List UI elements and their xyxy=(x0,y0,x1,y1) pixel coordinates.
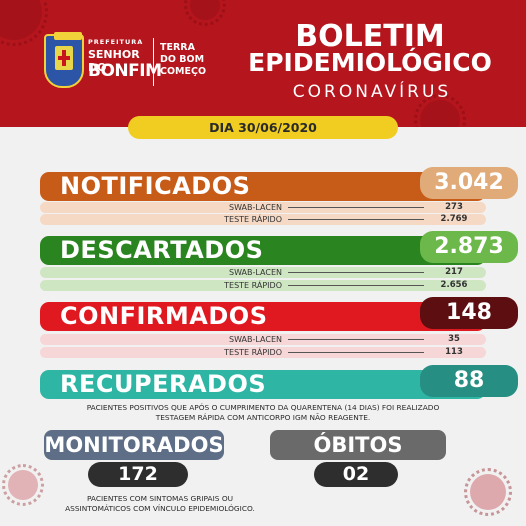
descartados-swab-row: SWAB-LACEN 217 xyxy=(40,267,486,278)
recuperados-note: PACIENTES POSITIVOS QUE APÓS O CUMPRIMEN… xyxy=(40,403,486,423)
notificados-bar: NOTIFICADOS 3.042 xyxy=(40,167,518,201)
monitorados-note-line1: PACIENTES COM SINTOMAS GRIPAIS OU xyxy=(86,494,234,503)
notificados-swab-value: 273 xyxy=(445,202,463,212)
confirmados-teste-value: 113 xyxy=(445,347,463,357)
virus-decoration xyxy=(184,0,226,26)
notificados-label: NOTIFICADOS xyxy=(60,172,251,200)
date-badge: DIA 30/06/2020 xyxy=(128,116,398,139)
notificados-value: 3.042 xyxy=(420,167,518,199)
notificados-teste-value: 2.769 xyxy=(440,214,468,224)
leader-line xyxy=(288,219,424,220)
confirmados-swab-row: SWAB-LACEN 35 xyxy=(40,334,486,345)
leader-line xyxy=(288,272,424,273)
header-banner: PREFEITURA SENHOR DO BONFIM TERRA DO BOM… xyxy=(0,0,526,127)
city-name-line2: BONFIM xyxy=(88,61,162,81)
descartados-teste-value: 2.656 xyxy=(440,280,468,290)
recuperados-value: 88 xyxy=(420,365,518,397)
confirmados-bar: CONFIRMADOS 148 xyxy=(40,297,518,331)
notificados-swab-row: SWAB-LACEN 273 xyxy=(40,202,486,213)
coat-of-arms-icon xyxy=(44,32,84,88)
obitos-header: ÓBITOS xyxy=(270,430,446,460)
virus-decoration xyxy=(414,94,466,127)
monitorados-value: 172 xyxy=(88,462,188,487)
slogan-line2: DO BOM xyxy=(160,54,205,65)
confirmados-teste-row: TESTE RÁPIDO 113 xyxy=(40,347,486,358)
slogan-line3: COMEÇO xyxy=(160,66,207,77)
descartados-value: 2.873 xyxy=(420,231,518,263)
confirmados-label: CONFIRMADOS xyxy=(60,302,268,330)
descartados-swab-label: SWAB-LACEN xyxy=(229,268,282,277)
title-boletim: BOLETIM xyxy=(295,19,445,54)
descartados-swab-value: 217 xyxy=(445,267,463,277)
recuperados-note-line1: PACIENTES POSITIVOS QUE APÓS O CUMPRIMEN… xyxy=(86,403,440,412)
leader-line xyxy=(288,352,424,353)
virus-decoration xyxy=(2,464,44,506)
monitorados-note-line2: ASSINTOMÁTICOS COM VÍNCULO EPIDEMIOLÓGIC… xyxy=(65,504,255,513)
notificados-swab-label: SWAB-LACEN xyxy=(229,203,282,212)
descartados-teste-row: TESTE RÁPIDO 2.656 xyxy=(40,280,486,291)
obitos-value: 02 xyxy=(314,462,398,487)
confirmados-swab-label: SWAB-LACEN xyxy=(229,335,282,344)
recuperados-bar: RECUPERADOS 88 xyxy=(40,365,518,399)
monitorados-header: MONITORADOS xyxy=(44,430,224,460)
leader-line xyxy=(288,339,424,340)
prefeitura-label: PREFEITURA xyxy=(88,38,144,46)
virus-decoration xyxy=(464,468,512,516)
recuperados-label: RECUPERADOS xyxy=(60,370,267,398)
descartados-bar: DESCARTADOS 2.873 xyxy=(40,231,518,265)
confirmados-teste-label: TESTE RÁPIDO xyxy=(224,348,282,357)
notificados-teste-row: TESTE RÁPIDO 2.769 xyxy=(40,214,486,225)
title-coronavirus: CORONAVÍRUS xyxy=(292,82,452,102)
descartados-teste-label: TESTE RÁPIDO xyxy=(224,281,282,290)
notificados-teste-label: TESTE RÁPIDO xyxy=(224,215,282,224)
leader-line xyxy=(288,207,424,208)
city-logo: PREFEITURA SENHOR DO BONFIM xyxy=(40,30,162,94)
recuperados-note-line2: TESTAGEM RÁPIDA COM ANTICORPO IGM NÃO RE… xyxy=(155,413,371,422)
confirmados-swab-value: 35 xyxy=(448,334,460,344)
title-epidemiologico: EPIDEMIOLÓGICO xyxy=(248,48,492,77)
slogan-line1: TERRA xyxy=(160,42,195,53)
logo-divider xyxy=(153,38,154,86)
leader-line xyxy=(288,285,424,286)
monitorados-note: PACIENTES COM SINTOMAS GRIPAIS OU ASSINT… xyxy=(40,494,280,514)
city-name-line1: SENHOR DO xyxy=(88,48,140,74)
virus-decoration xyxy=(0,0,48,46)
descartados-label: DESCARTADOS xyxy=(60,236,264,264)
confirmados-value: 148 xyxy=(420,297,518,329)
